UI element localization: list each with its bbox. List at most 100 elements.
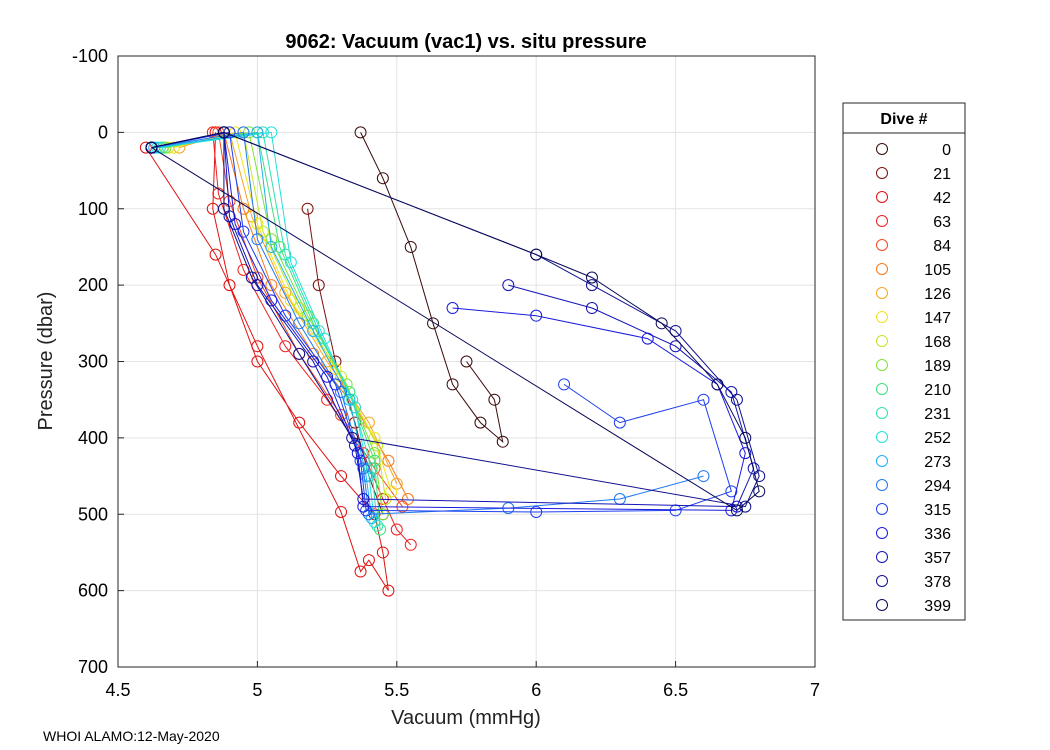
legend: Dive # 0 21 42 63 84 105 126 147 168 189 210 231 252…: [842, 102, 966, 621]
data-point: [530, 248, 543, 261]
y-tick-label: -100: [72, 46, 108, 66]
data-point: [237, 225, 250, 238]
data-point: [401, 492, 414, 505]
legend-entry: 399: [876, 598, 951, 615]
data-point: [343, 393, 356, 406]
data-point: [293, 317, 306, 330]
legend-label: 126: [924, 286, 951, 303]
data-point: [265, 126, 278, 139]
data-point: [669, 324, 682, 337]
data-point: [739, 447, 752, 460]
data-point: [558, 378, 571, 391]
x-tick-label: 5: [252, 680, 262, 700]
data-point: [237, 126, 250, 139]
data-point: [245, 271, 258, 284]
data-point: [145, 141, 158, 154]
legend-marker: [876, 431, 888, 443]
legend-label: 0: [942, 142, 951, 159]
data-point: [237, 202, 250, 215]
data-point: [376, 172, 389, 185]
legend-label: 399: [924, 598, 951, 615]
data-point: [217, 202, 230, 215]
series-line: [151, 131, 760, 512]
data-point: [279, 340, 292, 353]
data-point: [739, 500, 752, 513]
legend-label: 147: [924, 310, 951, 327]
legend-marker: [876, 311, 888, 323]
data-point: [251, 340, 264, 353]
data-point: [427, 317, 440, 330]
data-point: [404, 538, 417, 551]
data-point: [293, 347, 306, 360]
legend-marker: [876, 407, 888, 419]
footer-credit: WHOI ALAMO:12-May-2020: [43, 728, 220, 744]
data-point: [312, 279, 325, 292]
data-point: [502, 279, 515, 292]
legend-marker: [876, 335, 888, 347]
legend-entry: 357: [876, 550, 951, 567]
data-point: [730, 504, 743, 517]
data-point: [346, 393, 359, 406]
data-point: [362, 554, 375, 567]
data-point: [368, 454, 381, 467]
legend-entry: 0: [876, 142, 951, 159]
y-tick-label: 700: [78, 657, 108, 677]
data-point: [446, 302, 459, 315]
data-point: [390, 523, 403, 536]
legend-marker: [876, 551, 888, 563]
legend-box: [842, 102, 966, 621]
x-tick-label: 6: [531, 680, 541, 700]
data-point: [357, 500, 370, 513]
y-tick-label: 0: [98, 122, 108, 142]
legend-entry: 63: [876, 214, 951, 231]
legend-label: 84: [933, 238, 951, 255]
series-line: [151, 131, 755, 508]
legend-marker: [876, 143, 888, 155]
legend-label: 168: [924, 334, 951, 351]
data-point: [530, 309, 543, 322]
data-point: [351, 447, 364, 460]
data-point: [265, 279, 278, 292]
y-tick-label: 400: [78, 428, 108, 448]
data-point: [251, 355, 264, 368]
legend-marker: [876, 575, 888, 587]
data-point: [368, 431, 381, 444]
series-line: [154, 131, 373, 519]
data-point: [446, 378, 459, 391]
data-point: [217, 126, 230, 139]
legend-label: 189: [924, 358, 951, 375]
legend-label: 210: [924, 382, 951, 399]
legend-entry: 147: [876, 310, 951, 327]
legend-entry: 273: [876, 454, 951, 471]
legend-marker: [876, 503, 888, 515]
data-point: [753, 485, 766, 498]
data-point: [354, 126, 367, 139]
data-point: [697, 470, 710, 483]
legend-label: 336: [924, 526, 951, 543]
legend-entry: 336: [876, 526, 951, 543]
series-line: [156, 131, 375, 522]
x-tick-label: 5.5: [384, 680, 409, 700]
data-point: [354, 565, 367, 578]
data-point: [307, 324, 320, 337]
legend-label: 21: [933, 166, 951, 183]
data-point: [460, 355, 473, 368]
data-point: [293, 416, 306, 429]
data-point: [530, 505, 543, 518]
legend-entry: 105: [876, 262, 951, 279]
data-point: [335, 505, 348, 518]
series-line: [151, 131, 746, 511]
data-point: [613, 416, 626, 429]
data-point: [488, 393, 501, 406]
y-tick-label: 200: [78, 275, 108, 295]
legend-entry: 315: [876, 502, 951, 519]
data-point: [251, 126, 264, 139]
legend-marker: [876, 239, 888, 251]
data-point: [376, 546, 389, 559]
series-line: [151, 131, 760, 508]
legend-marker: [876, 479, 888, 491]
y-axis-ticks: -100 0 100 200 300 400 500 600 700: [72, 46, 124, 677]
data-point: [669, 340, 682, 353]
data-point: [404, 240, 417, 253]
